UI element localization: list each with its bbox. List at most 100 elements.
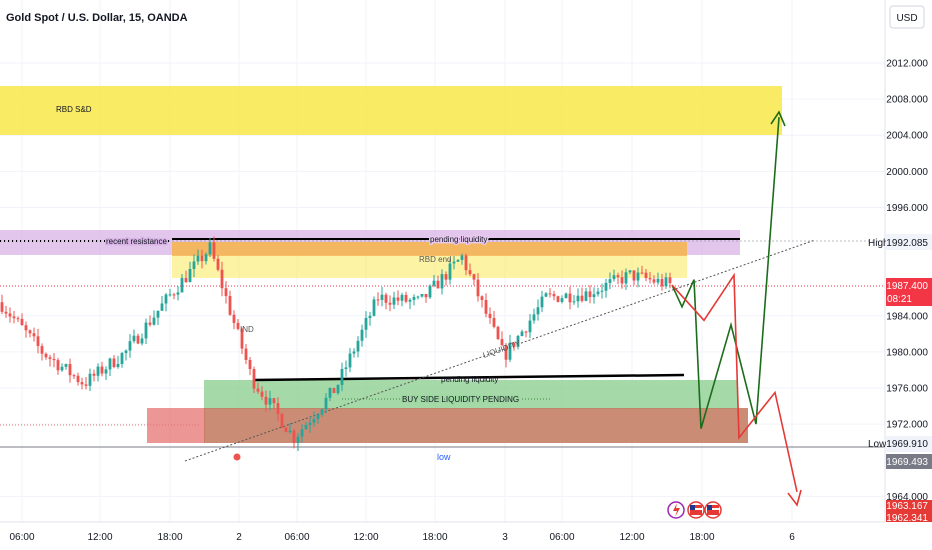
candle-body-163 <box>652 279 656 283</box>
candle-body-97 <box>388 302 392 305</box>
candle-body-108 <box>432 280 436 286</box>
candle-body-127 <box>508 342 512 360</box>
candle-body-96 <box>384 294 388 303</box>
candle-body-128 <box>512 342 516 347</box>
time-tick-9: 12:00 <box>619 532 644 543</box>
time-tick-5: 12:00 <box>353 532 378 543</box>
time-tick-7: 3 <box>502 532 508 543</box>
projection-green-path <box>671 117 780 429</box>
candle-body-154 <box>616 275 620 278</box>
candle-body-40 <box>160 303 164 311</box>
candle-body-49 <box>196 255 200 262</box>
price-tick-8: 1972.000 <box>886 420 928 431</box>
candle-body-65 <box>260 391 264 397</box>
candle-body-120 <box>480 296 484 300</box>
candle-body-166 <box>664 277 668 287</box>
candle-body-25 <box>100 366 104 374</box>
candle-body-90 <box>360 329 364 341</box>
candle-body-160 <box>640 272 644 274</box>
candle-body-84 <box>336 384 340 394</box>
candle-body-131 <box>524 331 528 333</box>
price-tick-7: 1976.000 <box>886 384 928 395</box>
candle-body-64 <box>256 388 260 392</box>
candle-body-37 <box>148 322 152 325</box>
candle-body-58 <box>232 314 236 323</box>
candle-body-115 <box>460 255 464 260</box>
candle-body-132 <box>528 320 532 333</box>
candle-body-156 <box>624 272 628 284</box>
current-price-tag <box>886 278 932 306</box>
candle-body-61 <box>244 348 248 360</box>
pending-liquidity-bottom-line <box>253 373 685 382</box>
candle-body-53 <box>212 242 216 259</box>
candle-body-141 <box>564 293 568 299</box>
candle-body-7 <box>28 330 32 334</box>
candle-body-142 <box>568 293 572 303</box>
candle-body-28 <box>112 358 116 368</box>
countdown-value: 08:21 <box>887 294 912 305</box>
buy-side-liquidity-zone <box>204 380 738 409</box>
candle-body-63 <box>252 369 256 389</box>
candle-body-14 <box>56 360 60 371</box>
candle-body-39 <box>156 310 160 318</box>
time-axis[interactable]: 06:00 12:00 18:00 2 06:00 12:00 18:00 3 06:00 12:… <box>0 521 932 550</box>
candle-body-78 <box>312 419 316 423</box>
candle-body-111 <box>444 274 448 280</box>
candle-body-26 <box>104 369 108 374</box>
us-flag-1-canton <box>690 505 695 510</box>
candle-body-158 <box>632 270 636 281</box>
price-tick-4: 1996.000 <box>886 203 928 214</box>
lightning-glyph <box>673 503 680 517</box>
candle-body-43 <box>172 294 176 296</box>
candle-body-167 <box>668 277 672 284</box>
price-1963-tag <box>886 500 932 522</box>
candle-body-145 <box>580 295 584 301</box>
buy-side-liquidity-label: BUY SIDE LIQUIDITY PENDING <box>402 395 519 404</box>
candle-body-20 <box>80 382 84 385</box>
price-1969-tag <box>886 454 932 469</box>
candle-body-99 <box>396 297 400 301</box>
candle-body-8 <box>32 333 36 337</box>
candle-body-33 <box>132 335 136 342</box>
time-axis-background <box>0 522 932 550</box>
candle-body-112 <box>448 263 452 280</box>
candle-body-76 <box>304 424 308 430</box>
candle-body-139 <box>556 296 560 302</box>
candle-body-124 <box>496 326 500 340</box>
candle-body-100 <box>400 294 404 301</box>
time-tick-11: 6 <box>789 532 795 543</box>
candle-body-137 <box>548 293 552 295</box>
candle-body-23 <box>92 373 96 376</box>
price-tick-0: 2012.000 <box>886 59 928 70</box>
candle-body-81 <box>324 397 328 410</box>
candle-body-34 <box>136 335 140 344</box>
candle-body-18 <box>72 375 76 377</box>
currency-button[interactable] <box>889 5 925 29</box>
candle-body-118 <box>472 274 476 280</box>
price-1969-value: 1969.493 <box>886 457 928 468</box>
candle-body-3 <box>12 316 16 319</box>
candle-body-47 <box>188 269 192 283</box>
candle-body-88 <box>352 351 356 354</box>
time-tick-6: 18:00 <box>422 532 447 543</box>
candle-body-121 <box>484 299 488 314</box>
candle-body-155 <box>620 277 624 284</box>
candle-body-114 <box>456 259 460 262</box>
rbd-end-orange-zone <box>172 242 687 256</box>
candle-body-104 <box>416 296 420 298</box>
us-flag-1-white <box>690 508 702 510</box>
candle-body-15 <box>60 366 64 371</box>
chart-title: Gold Spot / U.S. Dollar, 15, OANDA <box>6 12 188 24</box>
candle-body-0 <box>0 302 4 312</box>
candle-body-109 <box>436 280 440 289</box>
candle-body-46 <box>184 278 188 283</box>
economic-events[interactable] <box>667 501 722 519</box>
demand-zone-left <box>147 408 205 443</box>
candle-body-152 <box>608 279 612 283</box>
candle-body-126 <box>504 345 508 360</box>
price-tick-9: 1964.000 <box>886 492 928 503</box>
candle-body-123 <box>492 318 496 327</box>
candle-body-130 <box>520 331 524 336</box>
us-flag-2-canton <box>707 505 712 510</box>
